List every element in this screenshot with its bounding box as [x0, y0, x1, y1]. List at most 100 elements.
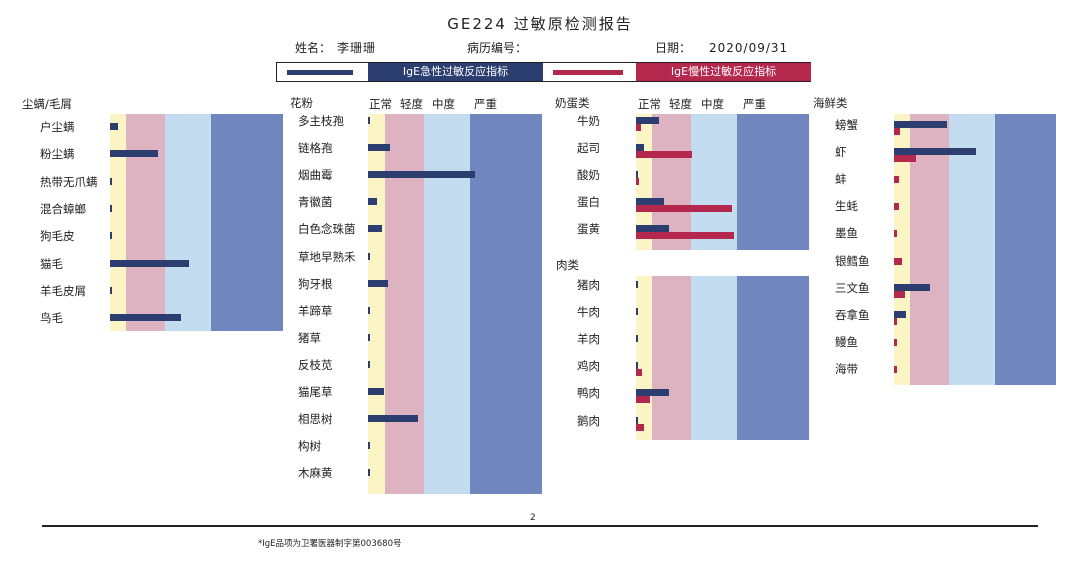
allergen-label: 白色念珠菌	[298, 222, 356, 237]
allergen-label: 牛肉	[577, 305, 600, 320]
acute-bar	[368, 117, 370, 124]
allergen-label: 银鳕鱼	[835, 253, 870, 268]
legend-chronic-label: IgE慢性过敏反应指标	[636, 63, 811, 81]
chronic-bar	[636, 369, 643, 377]
allergen-label: 户尘螨	[40, 120, 75, 134]
allergen-label: 鸡肉	[577, 359, 600, 374]
allergen-label: 猫尾草	[298, 385, 333, 399]
allergen-label: 热带无爪螨	[40, 174, 98, 189]
acute-bar	[110, 123, 118, 130]
severe-band	[737, 276, 809, 440]
allergen-label: 鸭肉	[577, 386, 600, 401]
mild-band	[652, 276, 691, 440]
acute-bar	[368, 415, 418, 423]
acute-bar	[368, 360, 370, 368]
allergen-label: 鸟毛	[40, 311, 63, 326]
acute-bar	[636, 308, 638, 316]
acute-bar	[368, 171, 475, 179]
allergen-label: 生蚝	[835, 199, 858, 214]
level-header-mild: 轻度	[400, 97, 423, 111]
acute-bar	[368, 252, 370, 260]
report-date: 日期： 2020/09/31	[655, 39, 788, 56]
group-title-meat: 肉类	[556, 258, 579, 272]
acute-bar	[368, 306, 370, 314]
allergen-label: 烟曲霉	[298, 168, 333, 183]
allergen-label: 虾	[835, 145, 847, 160]
chronic-bar	[894, 290, 905, 298]
footer-divider	[42, 525, 1038, 527]
allergen-label: 羊肉	[577, 332, 600, 347]
acute-bar	[110, 204, 112, 212]
allergen-label: 鳗鱼	[835, 334, 858, 349]
acute-bar	[636, 389, 669, 397]
level-header-normal: 正常	[369, 97, 392, 111]
normal-band	[636, 276, 652, 440]
group-title-dairy: 奶蛋类	[555, 96, 590, 110]
chronic-bar	[894, 365, 898, 373]
group-title-dust: 尘螨/毛屑	[22, 97, 72, 111]
moderate-band	[949, 114, 995, 385]
acute-bar	[894, 310, 907, 318]
chronic-bar	[894, 230, 898, 238]
acute-bar	[636, 281, 638, 288]
allergen-label: 鹅肉	[577, 413, 600, 428]
acute-bar	[636, 171, 638, 179]
chronic-bar	[894, 317, 898, 325]
chronic-bar	[636, 205, 733, 213]
allergen-label: 猪草	[298, 330, 321, 345]
chronic-bar	[636, 232, 734, 240]
level-header-severe: 严重	[474, 97, 497, 111]
allergen-label: 螃蟹	[835, 118, 858, 132]
normal-band	[110, 114, 126, 331]
legend-acute-label: IgE急性过敏反应指标	[368, 63, 543, 81]
allergen-label: 起司	[577, 141, 600, 156]
chronic-bar	[636, 423, 644, 431]
allergen-label: 相思树	[298, 412, 333, 427]
level-header-moderate: 中度	[701, 97, 724, 111]
acute-bar	[110, 259, 190, 267]
footnote: *IgE品项为卫署医器制字第003680号	[258, 539, 402, 549]
allergen-label: 墨鱼	[835, 226, 858, 241]
acute-bar	[110, 150, 159, 158]
chronic-bar	[894, 338, 898, 346]
patient-name: 姓名： 李珊珊	[295, 39, 376, 56]
allergen-label: 羊毛皮屑	[40, 283, 86, 298]
name-label: 姓名：	[295, 41, 332, 55]
allergen-label: 猫毛	[40, 256, 63, 271]
level-header-severe: 严重	[743, 97, 766, 111]
mild-band	[126, 114, 165, 331]
allergen-label: 蛋黄	[577, 222, 600, 237]
acute-bar	[636, 144, 644, 152]
acute-bar	[636, 225, 669, 233]
legend: IgE急性过敏反应指标 IgE慢性过敏反应指标	[276, 62, 811, 82]
name-value: 李珊珊	[337, 41, 377, 55]
acute-bar	[636, 362, 638, 370]
date-value: 2020/09/31	[709, 41, 789, 55]
allergen-label: 吞拿鱼	[835, 307, 870, 322]
allergen-label: 蚌	[835, 172, 847, 187]
acute-bar	[368, 225, 382, 233]
allergen-label: 草地早熟禾	[298, 249, 356, 264]
mild-band	[910, 114, 949, 385]
acute-bar	[110, 314, 182, 322]
level-header-moderate: 中度	[432, 97, 455, 111]
level-header-mild: 轻度	[669, 97, 692, 111]
allergen-label: 酸奶	[577, 168, 600, 183]
acute-bar	[368, 333, 370, 341]
allergen-label: 混合蟑螂	[40, 201, 86, 216]
severe-band	[211, 114, 283, 331]
severe-band	[995, 114, 1056, 385]
legend-chronic-swatch	[553, 70, 623, 75]
allergen-label: 木麻黄	[298, 466, 333, 481]
allergen-label: 狗牙根	[298, 276, 333, 291]
allergen-label: 牛奶	[577, 114, 600, 128]
acute-bar	[368, 442, 370, 450]
report-title: GE224 过敏原检测报告	[447, 15, 633, 33]
allergen-label: 猪肉	[577, 278, 600, 292]
chronic-bar	[894, 128, 901, 135]
acute-bar	[368, 198, 378, 206]
chronic-bar	[894, 257, 902, 265]
chronic-bar	[636, 151, 692, 159]
normal-band	[368, 114, 385, 494]
allergen-label: 海带	[835, 361, 858, 376]
